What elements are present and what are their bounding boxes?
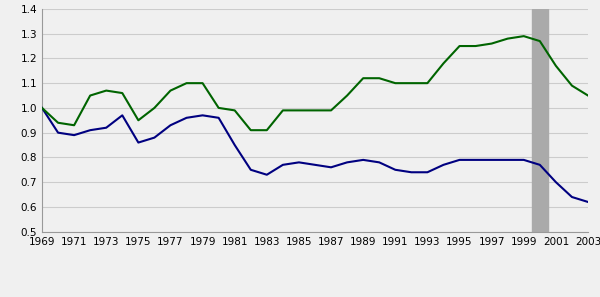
- Bar: [532, 9, 548, 232]
